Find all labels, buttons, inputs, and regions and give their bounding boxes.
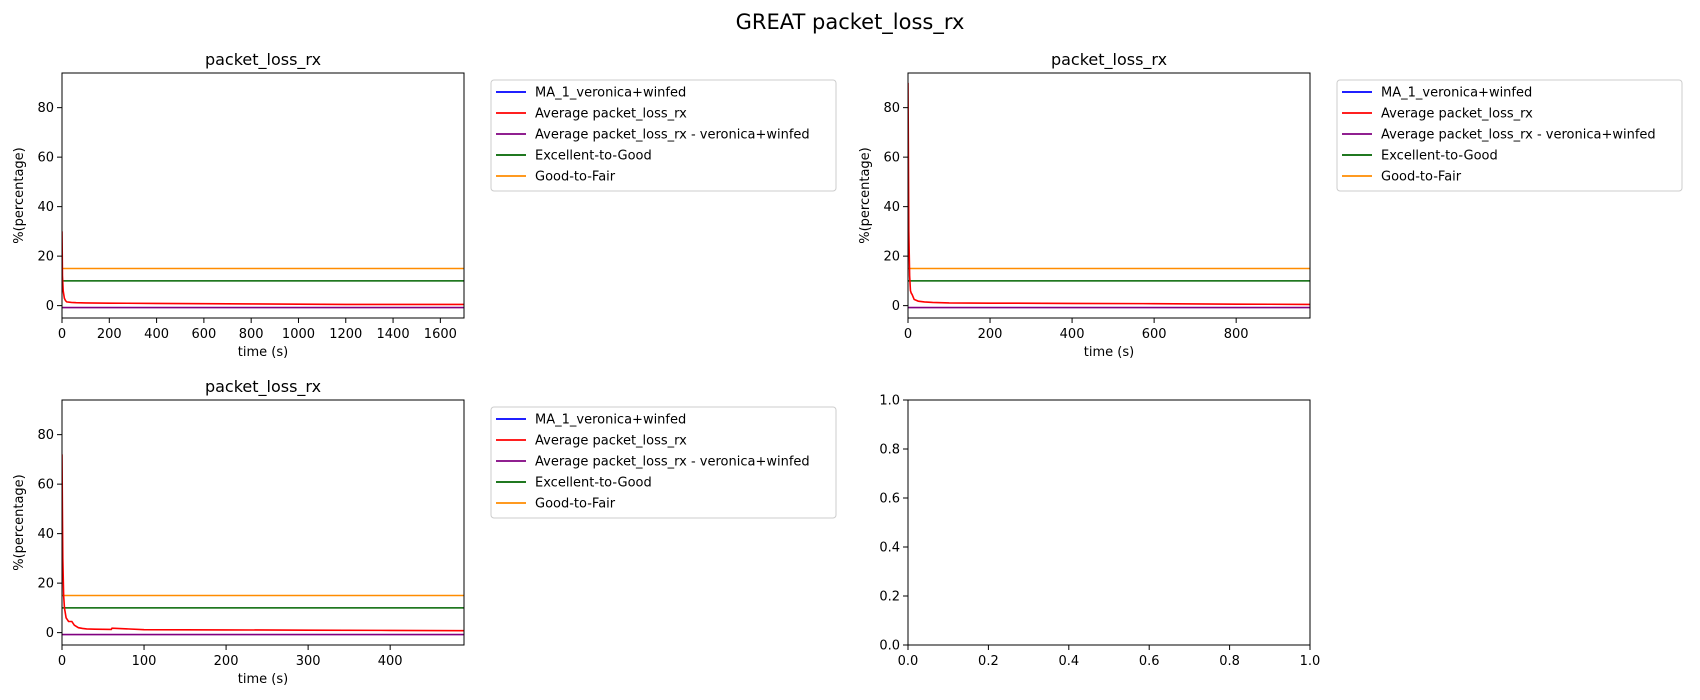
legend-entry-label: MA_1_veronica+winfed [535,413,686,428]
y-tick-label: 40 [883,200,900,215]
y-tick-label: 20 [37,577,54,592]
y-tick-label: 0.0 [879,639,900,654]
y-tick-label: 40 [37,200,54,215]
y-tick-label: 1.0 [879,394,900,409]
y-tick-label: 0.6 [879,492,900,507]
chart-panel-3: 0 100 200 300 400 0 20 40 60 80 packet_loss_rxtime… [12,377,837,687]
y-tick-label: 60 [37,478,54,493]
x-tick-label: 1.0 [1300,654,1321,669]
x-tick-label: 1600 [424,327,457,342]
series-line-average-packet-loss-rx [62,231,464,306]
legend-entry-label: MA_1_veronica+winfed [535,86,686,101]
y-tick-label: 80 [37,428,54,443]
y-tick-label: 20 [883,250,900,265]
x-axis-label: time (s) [1084,345,1134,360]
x-tick-label: 200 [214,654,239,669]
x-tick-label: 0.4 [1058,654,1079,669]
legend-entry-label: MA_1_veronica+winfed [1381,86,1532,101]
y-axis-label: %(percentage) [12,147,27,244]
x-tick-label: 0.6 [1139,654,1160,669]
figure-title: GREAT packet_loss_rx [736,10,965,35]
x-tick-label: 200 [97,327,122,342]
x-tick-label: 0 [58,654,66,669]
axes-frame [61,72,465,319]
x-tick-label: 800 [1224,327,1249,342]
chart-title: packet_loss_rx [1051,50,1167,70]
y-tick-label: 0 [46,626,54,641]
x-tick-label: 1000 [282,327,315,342]
x-tick-label: 0.8 [1219,654,1240,669]
legend-entry-label: Average packet_loss_rx - veronica+winfed [535,455,810,470]
series-line-average-packet-loss-rx [62,454,464,632]
x-tick-label: 0 [904,327,912,342]
x-tick-label: 600 [1142,327,1167,342]
y-tick-label: 20 [37,250,54,265]
x-tick-label: 800 [239,327,264,342]
x-tick-label: 400 [378,654,403,669]
y-tick-label: 40 [37,527,54,542]
chart-title: packet_loss_rx [205,377,321,397]
legend-entry-label: Good-to-Fair [535,497,616,512]
legend-entry-label: Average packet_loss_rx [535,107,687,122]
y-tick-label: 0 [46,299,54,314]
y-tick-label: 0 [892,299,900,314]
legend-entry-label: Good-to-Fair [1381,170,1462,185]
legend-entry-label: Average packet_loss_rx [1381,107,1533,122]
legend-entry-label: Excellent-to-Good [535,476,652,491]
legend: MA_1_veronica+winfed Average packet_loss_… [1336,79,1683,192]
legend: MA_1_veronica+winfed Average packet_loss_… [490,79,837,192]
chart-panel-1: 0 200 400 600 800 1000 1200 1400 1600 0 20 40 60 80 pa… [12,50,837,360]
axes-frame [907,72,1311,319]
legend-entry-label: Average packet_loss_rx [535,434,687,449]
legend-entry-label: Excellent-to-Good [535,149,652,164]
y-tick-label: 0.8 [879,443,900,458]
axes-frame [61,399,465,646]
x-tick-label: 600 [191,327,216,342]
chart-title: packet_loss_rx [205,50,321,70]
y-tick-label: 0.2 [879,590,900,605]
y-tick-label: 80 [37,101,54,116]
x-tick-label: 0.2 [978,654,999,669]
x-tick-label: 100 [132,654,157,669]
x-tick-label: 1400 [377,327,410,342]
axes-frame [907,399,1311,646]
y-tick-label: 0.4 [879,541,900,556]
chart-panel-2: 0 200 400 600 800 0 20 40 60 80 packet_loss_rxtime… [858,50,1683,360]
x-tick-label: 400 [144,327,169,342]
x-tick-label: 1200 [329,327,362,342]
legend-frame [1336,79,1683,192]
x-tick-label: 200 [978,327,1003,342]
y-axis-label: %(percentage) [858,147,873,244]
x-tick-label: 0 [58,327,66,342]
y-tick-label: 80 [883,101,900,116]
x-tick-label: 400 [1060,327,1085,342]
legend-entry-label: Excellent-to-Good [1381,149,1498,164]
x-tick-label: 300 [296,654,321,669]
chart-panel-4: 0.0 0.2 0.4 0.6 0.8 1.0 0.0 0.2 0.4 0.6 0.8 1.0 [879,394,1320,670]
legend: MA_1_veronica+winfed Average packet_loss_… [490,406,837,519]
legend-entry-label: Average packet_loss_rx - veronica+winfed [535,128,810,143]
legend-frame [490,406,837,519]
x-axis-label: time (s) [238,672,288,687]
legend-frame [490,79,837,192]
series-line-average-packet-loss-rx [908,82,1310,306]
legend-entry-label: Average packet_loss_rx - veronica+winfed [1381,128,1656,143]
y-tick-label: 60 [883,151,900,166]
x-axis-label: time (s) [238,345,288,360]
y-axis-label: %(percentage) [12,474,27,571]
x-tick-label: 0.0 [898,654,919,669]
y-tick-label: 60 [37,151,54,166]
legend-entry-label: Good-to-Fair [535,170,616,185]
